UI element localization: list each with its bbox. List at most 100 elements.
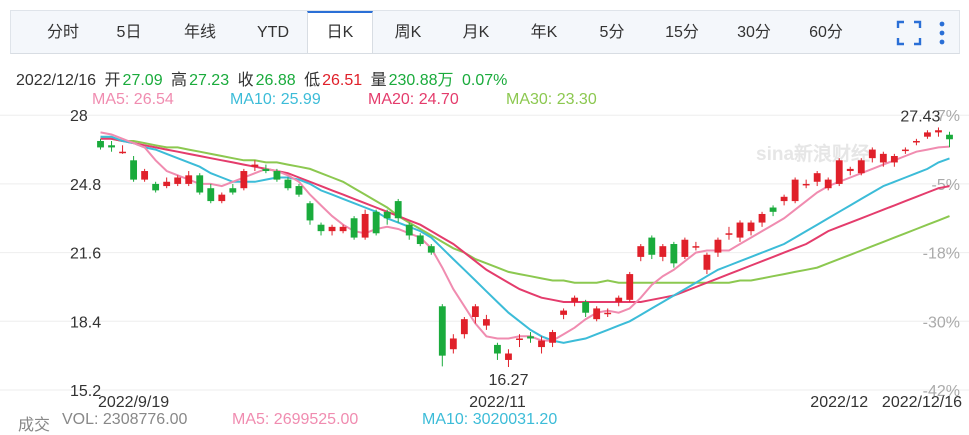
candle [758, 211, 766, 227]
candle [516, 334, 523, 348]
candle [912, 138, 920, 146]
tab-weekly-k[interactable]: 周K [394, 24, 422, 41]
more-vertical-icon[interactable] [933, 19, 951, 47]
percent-tick: -42% [923, 383, 960, 400]
candle [361, 209, 369, 240]
percent-tick: -30% [923, 314, 960, 331]
tab-ytd[interactable]: YTD [257, 24, 289, 41]
candle [350, 216, 358, 240]
candle [527, 332, 534, 343]
candle [648, 235, 656, 260]
candle [835, 158, 843, 187]
candle [626, 271, 634, 302]
low-value: 26.51 [322, 72, 363, 89]
candle [108, 140, 115, 152]
candle [549, 329, 556, 348]
candle [317, 222, 325, 236]
candle [119, 145, 126, 154]
candle [703, 252, 711, 275]
ma20-path [100, 137, 950, 303]
candle [185, 171, 193, 187]
candle [328, 224, 336, 236]
volume-section-label: 成交 [18, 417, 51, 434]
tab-5day[interactable]: 5日 [116, 24, 142, 41]
tab-yearly-k[interactable]: 年K [530, 24, 558, 41]
high-label: 高 [171, 72, 188, 89]
candle [494, 342, 501, 360]
quote-info-row: 2022/12/16 开 27.09 高 27.23 收 26.88 低 26.51 量… [16, 66, 511, 90]
ma30-legend: MA30: 23.30 [506, 91, 597, 108]
tab-5min[interactable]: 5分 [599, 24, 625, 41]
tab-monthly-k[interactable]: 月K [462, 24, 490, 41]
candle [659, 244, 667, 262]
date-tick: 2022/9/19 [98, 394, 169, 408]
candle [460, 317, 468, 339]
min-price-annotation: 16.27 [488, 372, 528, 389]
price-tick: 15.2 [70, 383, 101, 400]
candle [901, 147, 909, 154]
tab-15min[interactable]: 15分 [665, 24, 699, 41]
candle [747, 220, 755, 236]
price-tick: 21.6 [70, 246, 101, 263]
ma10-legend: MA10: 25.99 [230, 91, 321, 108]
candle [482, 314, 490, 330]
candle [196, 173, 204, 195]
candle [163, 177, 171, 189]
candle [174, 175, 182, 187]
candle [229, 183, 237, 195]
candle [813, 171, 821, 187]
period-tab-bar: 分时 5日 年线 YTD 日K 周K 月K 年K 5分 15分 30分 60分 [10, 10, 960, 54]
date-tick: 2022/12 [810, 394, 868, 408]
candle [714, 237, 722, 257]
price-tick: 28 [70, 108, 88, 125]
tab-60min[interactable]: 60分 [809, 24, 843, 41]
candle [857, 158, 865, 176]
candle [141, 168, 149, 182]
candle [284, 177, 292, 191]
percent-axis: 7% -5% -18% -30% -42% [923, 108, 960, 400]
ma10-path [100, 135, 950, 344]
open-value: 27.09 [122, 72, 163, 89]
candle [438, 304, 446, 367]
candle [802, 179, 810, 189]
vol-value: VOL: 2308776.00 [62, 411, 188, 428]
candlesticks [97, 127, 953, 368]
percent-tick: 7% [937, 108, 960, 125]
candle [427, 244, 435, 255]
close-label: 收 [237, 72, 254, 89]
ma20-legend: MA20: 24.70 [368, 91, 459, 108]
candle [295, 183, 303, 197]
ma5-legend: MA5: 26.54 [92, 91, 174, 108]
ma10-line [100, 135, 950, 344]
candle [604, 308, 612, 318]
vol-ma5: MA5: 2699525.00 [232, 411, 359, 428]
candle [97, 138, 104, 150]
candle [505, 349, 512, 368]
candle [824, 177, 832, 191]
tab-30min[interactable]: 30分 [737, 24, 771, 41]
ma20-line [100, 137, 950, 303]
candle [207, 183, 215, 204]
candle [769, 205, 777, 217]
candle [946, 131, 953, 148]
candle [471, 304, 479, 324]
candle [218, 192, 226, 204]
fullscreen-icon[interactable] [895, 19, 923, 47]
candle [879, 151, 887, 167]
tab-year-line[interactable]: 年线 [183, 24, 216, 41]
candle [130, 156, 138, 182]
candle [615, 295, 623, 307]
tab-daily-k[interactable]: 日K [307, 11, 373, 53]
tab-intraday[interactable]: 分时 [46, 24, 79, 41]
kline-chart[interactable]: sina新浪财经 28 24.8 21.6 18.4 15.2 7% -5% -18% -30… [0, 108, 969, 408]
percent-tick: -18% [923, 246, 960, 263]
sina-watermark: sina新浪财经 [756, 142, 870, 165]
candle [152, 181, 160, 193]
date-axis: 2022/9/19 2022/11 2022/12 2022/12/16 [98, 394, 962, 408]
candle [262, 164, 270, 174]
date-tick: 2022/11 [469, 394, 526, 408]
candle [394, 198, 402, 223]
candle [637, 244, 645, 262]
candle [593, 306, 601, 322]
